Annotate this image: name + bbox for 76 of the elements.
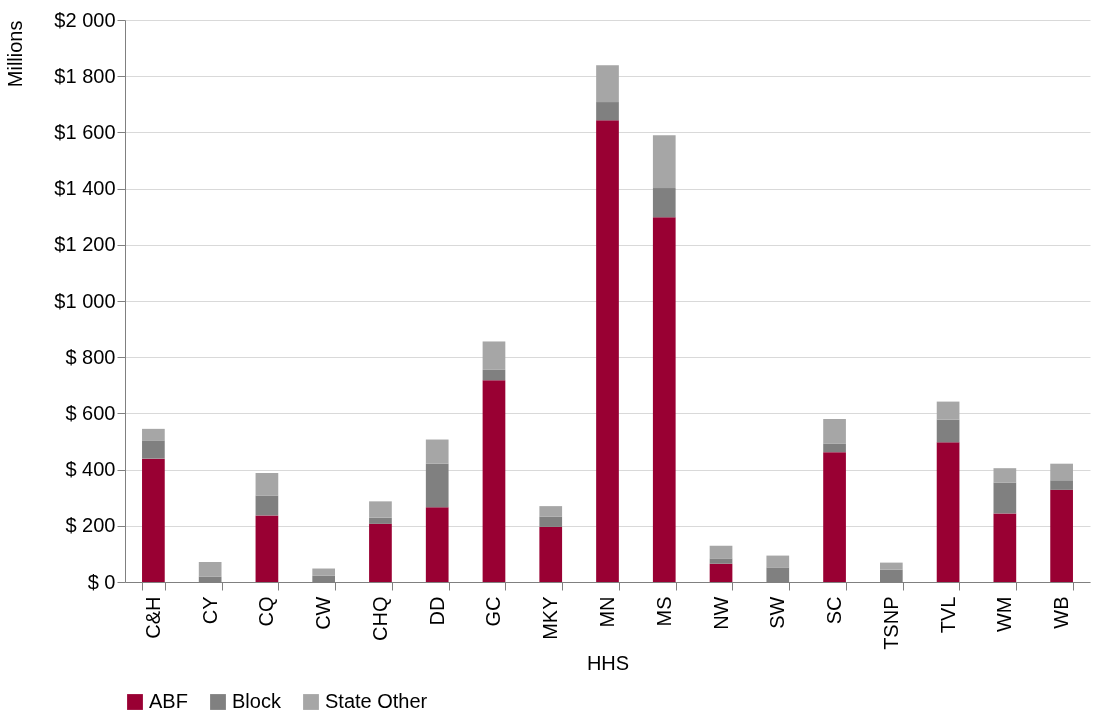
x-tick-label: MS — [652, 596, 675, 627]
bar — [993, 468, 1017, 483]
x-tick-label: WB — [1050, 596, 1073, 629]
x-tick-label: DD — [425, 596, 448, 626]
x-tick-label: GC — [482, 596, 505, 627]
x-tick-label: CQ — [255, 596, 278, 627]
legend-label: Block — [232, 690, 282, 712]
bar — [482, 369, 506, 381]
bar — [596, 65, 619, 103]
bar — [823, 419, 846, 444]
x-tick-label: CW — [312, 596, 335, 630]
bar — [482, 380, 506, 582]
legend-label: ABF — [149, 690, 188, 712]
bar — [596, 102, 619, 121]
y-tick-label: $1 200 — [54, 233, 116, 256]
x-axis-title: HHS — [586, 651, 630, 674]
x-tick-label: MKY — [539, 596, 562, 640]
bar — [936, 442, 960, 582]
x-tick-label: MN — [596, 596, 618, 628]
bar — [993, 482, 1017, 514]
x-tick-label: TSNP — [879, 596, 902, 650]
bar — [255, 515, 279, 582]
bar — [369, 517, 392, 524]
bar — [255, 495, 279, 516]
bar — [312, 568, 336, 576]
bar — [596, 120, 619, 582]
bar — [255, 472, 279, 496]
y-tick-label: $1 800 — [54, 64, 116, 87]
x-tick-label: C&H — [141, 596, 164, 639]
bar — [652, 188, 676, 218]
bar — [766, 555, 790, 568]
x-tick-label: CY — [198, 596, 221, 625]
y-tick-label: $ 600 — [65, 401, 116, 424]
x-tick-label: SC — [823, 596, 846, 625]
bar — [539, 526, 563, 582]
bar — [936, 419, 960, 443]
y-tick-label: $2 000 — [54, 8, 116, 31]
bar — [823, 452, 846, 582]
bar — [879, 562, 903, 570]
bar — [709, 563, 733, 582]
bar — [652, 135, 676, 189]
bar — [425, 507, 449, 582]
x-tick-label: SW — [766, 596, 789, 629]
bar — [369, 523, 392, 582]
y-tick-label: $ 800 — [65, 345, 116, 368]
bar — [823, 443, 846, 453]
bar — [198, 562, 222, 577]
bar — [142, 440, 165, 459]
bar — [709, 545, 733, 559]
bar — [425, 463, 449, 508]
x-tick-label: TVL — [936, 596, 959, 634]
legend-label: State Other — [325, 690, 428, 712]
bar — [142, 428, 165, 441]
bar — [1050, 463, 1073, 481]
bar — [142, 458, 165, 582]
bar — [539, 516, 563, 527]
y-tick-label: $ 400 — [65, 458, 116, 481]
y-tick-label: $ 200 — [65, 514, 116, 537]
x-tick-label: CHQ — [368, 596, 391, 641]
bar — [482, 341, 506, 370]
bar — [652, 217, 676, 582]
bar — [1050, 480, 1073, 490]
bar — [936, 401, 960, 420]
bar — [993, 513, 1017, 582]
y-tick-label: $1 400 — [54, 177, 116, 200]
y-tick-label: $ 0 — [87, 570, 116, 593]
bar — [539, 506, 563, 517]
x-tick-label: WM — [993, 596, 1016, 633]
y-axis-title: Millions — [3, 20, 26, 88]
bar — [369, 501, 392, 518]
y-tick-label: $1 000 — [54, 289, 116, 312]
bar — [425, 439, 449, 464]
bar — [709, 558, 733, 564]
y-tick-label: $1 600 — [54, 120, 116, 143]
bar — [1050, 489, 1073, 582]
x-tick-label: NW — [709, 596, 732, 630]
